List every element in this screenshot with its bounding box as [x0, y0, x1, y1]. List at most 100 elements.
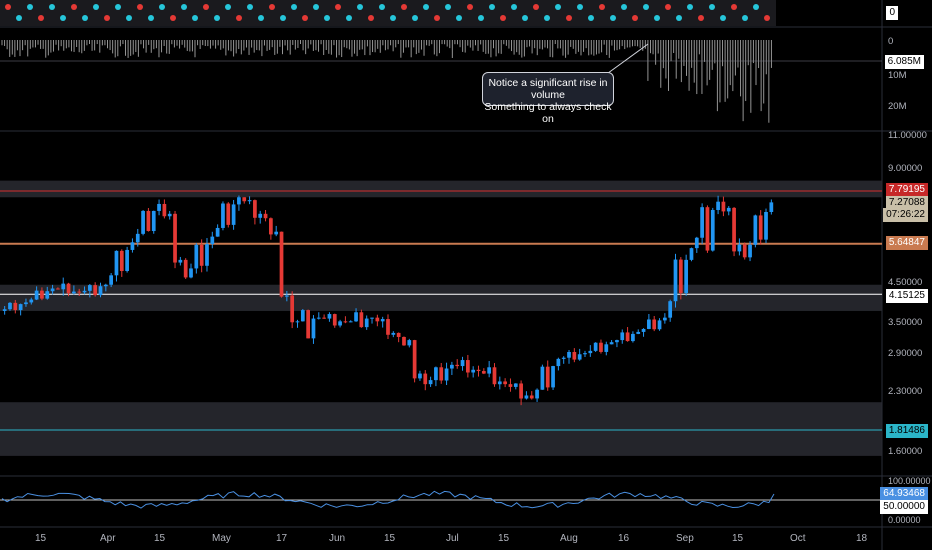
time-axis-label: Aug	[560, 533, 578, 544]
indicator-dot	[753, 4, 759, 10]
indicator-dot	[544, 15, 550, 21]
time-axis-label: Apr	[100, 533, 116, 544]
volume-axis-0: 0	[888, 36, 894, 47]
candle-body	[726, 207, 731, 212]
indicator-dot	[522, 15, 528, 21]
indicator-dot	[500, 15, 506, 21]
indicator-dot	[93, 4, 99, 10]
candle-body	[662, 317, 667, 321]
candle-body	[306, 310, 311, 339]
indicator-dot	[368, 15, 374, 21]
indicator-dot	[5, 4, 11, 10]
candle-body	[567, 351, 571, 358]
candle-body	[647, 319, 651, 329]
candle-body	[354, 312, 358, 322]
indicator-dot	[170, 15, 176, 21]
time-axis-label: 18	[856, 533, 868, 544]
candle-body	[29, 299, 34, 303]
candle-body	[769, 202, 774, 212]
candle-body	[540, 366, 545, 390]
candle-body	[221, 203, 225, 228]
price-zone	[0, 402, 882, 456]
candle-body	[375, 317, 380, 322]
top-indicator-dots	[5, 4, 770, 21]
volume-axis-20m: 20M	[888, 101, 907, 112]
candle-body	[652, 319, 657, 330]
indicator-dot	[489, 4, 495, 10]
candle-body	[684, 259, 689, 294]
candle-body	[615, 340, 619, 343]
candle-body	[316, 317, 321, 319]
candle-body	[205, 244, 209, 266]
indicator-dot	[214, 15, 220, 21]
time-axis-label: 15	[732, 533, 744, 544]
candle-body	[380, 319, 385, 322]
candle-body	[146, 210, 151, 232]
candle-body	[300, 310, 305, 322]
price-axis-label: 9.00000	[888, 163, 923, 174]
candle-body	[119, 250, 124, 272]
candle-body	[24, 302, 28, 305]
indicator-dot	[621, 4, 627, 10]
candle-body	[237, 197, 241, 205]
candle-body	[705, 207, 710, 251]
candle-body	[588, 350, 593, 354]
candle-body	[343, 321, 348, 323]
volume-annotation[interactable]: Notice a significant rise in volume Some…	[482, 72, 614, 125]
indicator-dot	[291, 4, 297, 10]
candle-body	[8, 302, 12, 310]
price-zones	[0, 180, 882, 456]
time-axis-label: 15	[154, 533, 166, 544]
indicator-dot	[632, 15, 638, 21]
candle-body	[93, 285, 98, 296]
price-axis-label: 2.30000	[888, 386, 923, 397]
candle-body	[130, 242, 135, 250]
indicator-dot	[599, 4, 605, 10]
rsi-value-tag: 64.93468	[880, 487, 928, 501]
annotation-text-line1: Notice a significant rise in volume	[488, 77, 608, 101]
candle-body	[710, 209, 715, 251]
candle-body	[242, 197, 247, 202]
candle-body	[348, 321, 353, 323]
candle-body	[13, 302, 18, 311]
price-axis-label: 3.50000	[888, 317, 923, 328]
candle-body	[577, 354, 582, 360]
candle-body	[418, 373, 422, 379]
indicator-dot	[181, 4, 187, 10]
candle-body	[487, 367, 492, 374]
indicator-dot	[698, 15, 704, 21]
candle-body	[114, 250, 119, 276]
indicator-dot	[126, 15, 132, 21]
indicator-dot	[676, 15, 682, 21]
candle-body	[450, 364, 454, 369]
indicator-dot	[346, 15, 352, 21]
indicator-dot	[390, 15, 396, 21]
candle-body	[274, 231, 279, 235]
candle-body	[732, 207, 736, 252]
candle-body	[263, 213, 268, 219]
time-axis-label: 16	[618, 533, 630, 544]
indicator-dot	[269, 4, 275, 10]
candle-body	[551, 366, 555, 388]
candle-body	[625, 332, 630, 342]
candle-body	[460, 360, 465, 367]
indicator-dot	[610, 15, 616, 21]
top-indicator-strip	[0, 0, 776, 26]
candle-body	[524, 395, 529, 399]
candle-body	[423, 373, 428, 385]
countdown-tag: 07:26:22	[883, 208, 928, 222]
candle-body	[689, 248, 694, 260]
candle-body	[396, 332, 401, 337]
support-lower-tag: 4.15125	[885, 289, 928, 303]
annotation-text-line2: Something to always check on	[484, 101, 612, 125]
candle-body	[66, 283, 71, 294]
candle-body	[412, 340, 417, 379]
indicator-dot	[247, 4, 253, 10]
candle-body	[98, 286, 103, 296]
rsi-axis-100: 100.00000	[888, 476, 931, 486]
support-upper-tag: 5.64847	[885, 236, 928, 250]
indicator-dot	[401, 4, 407, 10]
indicator-dot	[742, 15, 748, 21]
candle-body	[61, 283, 66, 290]
